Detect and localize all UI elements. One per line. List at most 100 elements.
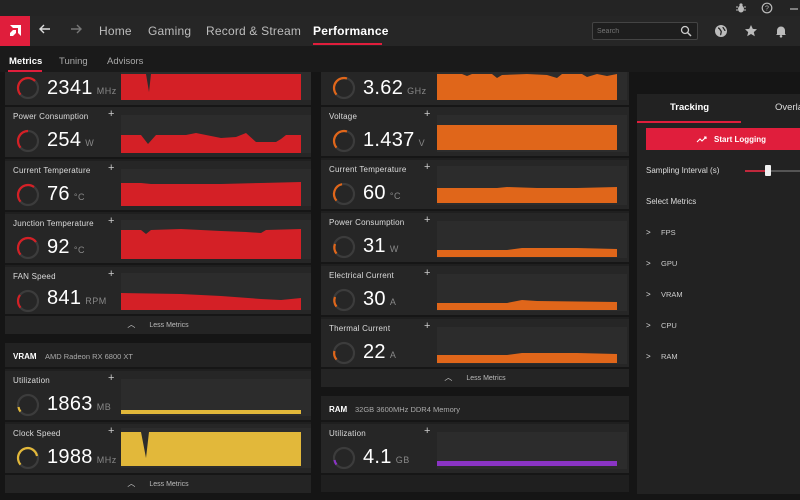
chevron-right-icon: > (646, 321, 651, 330)
cpu-voltage-row: Voltage + 1.437 V (321, 107, 629, 158)
less-metrics-button[interactable]: ︿ Less Metrics (5, 316, 311, 334)
gauge-icon (16, 236, 40, 260)
nav-performance[interactable]: Performance (313, 24, 389, 38)
metric-value: 3.62 GHz (363, 77, 427, 99)
amd-logo-icon (10, 25, 21, 36)
search-box[interactable] (592, 22, 698, 40)
gpu-fan-row: FAN Speed + 841 RPM (5, 267, 311, 316)
gauge-icon (332, 182, 356, 206)
metric-label: Power Consumption (13, 112, 89, 121)
chevron-right-icon: > (646, 228, 651, 237)
tab-overlay[interactable]: Overlay (775, 102, 800, 113)
add-metric-button[interactable]: + (108, 108, 115, 120)
start-logging-button[interactable]: Start Logging (646, 128, 800, 150)
vram-header: VRAM AMD Radeon RX 6800 XT (5, 343, 311, 369)
metric-value: 60 °C (363, 182, 401, 204)
chevron-right-icon: > (646, 290, 651, 299)
metric-value: 4.1 GB (363, 446, 410, 468)
search-input[interactable] (597, 25, 677, 37)
metric-group-gpu[interactable]: > GPU (646, 259, 678, 268)
cpu-power-row: Power Consumption + 31 W (321, 213, 629, 264)
gpu-clock-row: 2341 MHz (5, 72, 311, 107)
tab-tracking[interactable]: Tracking (670, 102, 710, 113)
add-metric-button[interactable]: + (108, 425, 115, 437)
add-metric-button[interactable]: + (424, 267, 431, 279)
metric-group-fps[interactable]: > FPS (646, 228, 676, 237)
metric-value: 31 W (363, 235, 399, 257)
forward-button[interactable] (69, 22, 83, 39)
metric-value: 1863 MB (47, 393, 112, 415)
metric-value: 22 A (363, 341, 397, 363)
chevron-right-icon: > (646, 259, 651, 268)
chevron-up-icon: ︿ (444, 373, 453, 382)
vram-utilization-row: Utilization + 1863 MB (5, 371, 311, 422)
globe-icon[interactable] (714, 24, 728, 38)
add-metric-button[interactable]: + (108, 268, 115, 280)
select-metrics-label: Select Metrics (646, 197, 697, 206)
amd-logo[interactable] (0, 16, 30, 46)
ram-utilization-row: Utilization + 4.1 GB (321, 424, 629, 475)
star-icon[interactable] (744, 24, 758, 38)
gauge-icon (332, 341, 356, 365)
metric-label: Electrical Current (329, 271, 394, 280)
add-metric-button[interactable]: + (424, 108, 431, 120)
metric-group-vram[interactable]: > VRAM (646, 290, 683, 299)
metric-group-cpu[interactable]: > CPU (646, 321, 677, 330)
metric-group-ram[interactable]: > RAM (646, 352, 678, 361)
metric-label: Utilization (13, 376, 50, 385)
cpu-thermal-current-graph (437, 327, 627, 364)
cpu-clock-graph (437, 72, 627, 100)
metric-value: 92 °C (47, 236, 85, 258)
nav-home[interactable]: Home (99, 24, 132, 38)
gpu-fan-graph (121, 273, 311, 310)
back-button[interactable] (38, 22, 52, 39)
gauge-icon (332, 76, 356, 100)
cpu-electrical-current-row: Electrical Current + 30 A (321, 266, 629, 317)
add-metric-button[interactable]: + (108, 162, 115, 174)
vram-panel: VRAM AMD Radeon RX 6800 XT Utilization +… (5, 343, 311, 493)
sampling-interval-slider[interactable] (745, 165, 800, 176)
nav-record-stream[interactable]: Record & Stream (206, 24, 302, 38)
metric-value: 1.437 V (363, 129, 426, 151)
gauge-icon (16, 183, 40, 207)
metric-label: FAN Speed (13, 272, 56, 281)
cpu-voltage-graph (437, 115, 627, 152)
vram-utilization-graph (121, 379, 311, 416)
tab-tuning[interactable]: Tuning (59, 56, 88, 67)
arrow-right-icon (71, 24, 82, 34)
add-metric-button[interactable]: + (424, 320, 431, 332)
less-metrics-button[interactable]: ︿ Less Metrics (321, 369, 629, 387)
gauge-icon (16, 76, 40, 100)
cpu-temp-row: Current Temperature + 60 °C (321, 160, 629, 211)
add-metric-button[interactable]: + (108, 215, 115, 227)
section-title: VRAM (13, 352, 37, 361)
nav-gaming[interactable]: Gaming (148, 24, 192, 38)
slider-thumb[interactable] (765, 165, 771, 176)
cpu-power-graph (437, 221, 627, 258)
gauge-icon (16, 446, 40, 470)
section-subtitle: 32GB 3600MHz DDR4 Memory (355, 405, 461, 414)
bell-icon[interactable] (774, 24, 788, 38)
metric-label: Voltage (329, 112, 358, 121)
active-tracking-tab-indicator (637, 121, 741, 123)
less-metrics-button[interactable]: ︿ Less Metrics (5, 475, 311, 493)
cpu-panel: 3.62 GHz Voltage + 1.437 V Current Tempera… (321, 72, 629, 387)
search-icon[interactable] (680, 25, 692, 37)
gpu-power-graph (121, 115, 311, 153)
help-icon[interactable]: ? (761, 2, 773, 14)
add-metric-button[interactable]: + (424, 214, 431, 226)
tab-advisors[interactable]: Advisors (107, 56, 144, 67)
ram-panel: RAM 32GB 3600MHz DDR4 Memory Utilization… (321, 396, 629, 492)
chevron-up-icon: ︿ (127, 479, 136, 488)
gauge-icon (16, 393, 40, 417)
tracking-panel: Tracking Overlay Start Logging Sampling … (637, 94, 800, 494)
add-metric-button[interactable]: + (424, 161, 431, 173)
add-metric-button[interactable]: + (108, 372, 115, 384)
tab-metrics[interactable]: Metrics (9, 56, 43, 67)
minimize-icon[interactable] (788, 2, 800, 14)
add-metric-button[interactable]: + (424, 425, 431, 437)
metric-label: Power Consumption (329, 218, 405, 227)
chevron-up-icon: ︿ (127, 320, 136, 329)
bug-report-icon[interactable] (735, 2, 747, 14)
cpu-electrical-current-graph (437, 274, 627, 311)
